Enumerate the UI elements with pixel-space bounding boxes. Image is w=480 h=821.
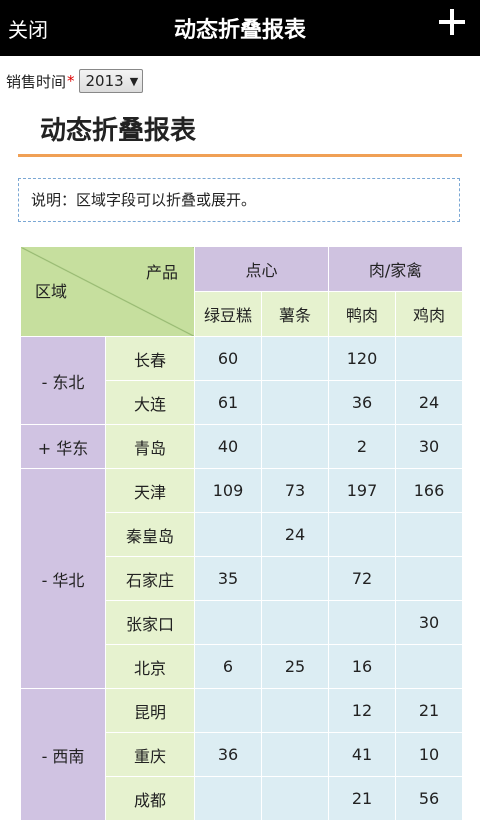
heading-divider bbox=[18, 154, 462, 157]
group-header-meat-poultry: 肉/家禽 bbox=[328, 246, 464, 292]
value-cell: 60 bbox=[194, 336, 262, 381]
city-cell: 青岛 bbox=[105, 424, 195, 469]
required-mark: * bbox=[67, 72, 75, 90]
region-toggle-southwest[interactable]: - 西南 bbox=[20, 688, 106, 821]
value-cell: 21 bbox=[395, 688, 464, 733]
region-toggle-northeast[interactable]: - 东北 bbox=[20, 336, 106, 425]
dropdown-arrow-icon: ▼ bbox=[129, 74, 139, 88]
table-row: - 西南 昆明 12 21 bbox=[20, 688, 464, 821]
city-cell: 石家庄 bbox=[105, 556, 195, 601]
value-cell bbox=[260, 380, 330, 425]
city-cell: 重庆 bbox=[105, 732, 195, 777]
plus-icon[interactable] bbox=[438, 8, 466, 36]
page-title: 动态折叠报表 bbox=[173, 18, 306, 43]
city-cell: 昆明 bbox=[105, 688, 195, 733]
value-cell bbox=[260, 688, 330, 733]
value-cell bbox=[260, 600, 330, 645]
city-cell: 张家口 bbox=[105, 600, 195, 645]
table-row: - 东北 长春 60 120 bbox=[20, 336, 464, 425]
table-row: - 华北 天津 109 73 197 166 bbox=[20, 468, 464, 689]
product-header: 鸭肉 bbox=[328, 291, 397, 337]
value-cell: 35 bbox=[194, 556, 262, 601]
report-heading: 动态折叠报表 bbox=[40, 116, 197, 146]
sales-time-filter: 销售时间 * 2013 ▼ bbox=[6, 68, 143, 94]
city-cell: 秦皇岛 bbox=[105, 512, 195, 557]
city-cell: 北京 bbox=[105, 644, 195, 689]
product-header: 薯条 bbox=[260, 291, 330, 337]
value-cell: 72 bbox=[328, 556, 397, 601]
product-header: 鸡肉 bbox=[395, 291, 464, 337]
value-cell: 109 bbox=[194, 468, 262, 513]
value-cell bbox=[260, 776, 330, 821]
value-cell: 61 bbox=[194, 380, 262, 425]
region-toggle-north[interactable]: - 华北 bbox=[20, 468, 106, 689]
year-select[interactable]: 2013 ▼ bbox=[78, 69, 143, 93]
value-cell bbox=[395, 512, 464, 557]
close-button[interactable]: 关闭 bbox=[8, 18, 48, 42]
value-cell bbox=[395, 644, 464, 689]
value-cell: 36 bbox=[194, 732, 262, 777]
city-cell: 长春 bbox=[105, 336, 195, 381]
value-cell bbox=[194, 512, 262, 557]
value-cell: 10 bbox=[395, 732, 464, 777]
value-cell: 36 bbox=[328, 380, 397, 425]
value-cell bbox=[194, 776, 262, 821]
value-cell: 25 bbox=[260, 644, 330, 689]
table-row: 重庆 36 41 10 bbox=[21, 732, 464, 777]
value-cell: 12 bbox=[328, 688, 397, 733]
value-cell bbox=[194, 688, 262, 733]
value-cell: 73 bbox=[260, 468, 330, 513]
value-cell: 30 bbox=[395, 424, 464, 469]
table-row: 秦皇岛 24 bbox=[21, 512, 464, 557]
corner-product-label: 产品 bbox=[145, 263, 178, 282]
value-cell: 24 bbox=[395, 380, 464, 425]
filter-label: 销售时间 bbox=[6, 72, 67, 91]
value-cell bbox=[260, 336, 330, 381]
value-cell: 6 bbox=[194, 644, 262, 689]
city-cell: 大连 bbox=[105, 380, 195, 425]
city-cell: 成都 bbox=[105, 776, 195, 821]
value-cell bbox=[328, 512, 397, 557]
value-cell: 2 bbox=[328, 424, 397, 469]
instruction-note: 说明：区域字段可以折叠或展开。 bbox=[18, 178, 460, 222]
city-cell: 天津 bbox=[105, 468, 195, 513]
value-cell bbox=[194, 600, 262, 645]
value-cell: 56 bbox=[395, 776, 464, 821]
value-cell: 16 bbox=[328, 644, 397, 689]
product-header: 绿豆糕 bbox=[194, 291, 262, 337]
value-cell bbox=[260, 732, 330, 777]
value-cell bbox=[260, 424, 330, 469]
value-cell: 21 bbox=[328, 776, 397, 821]
report-table: 产品 区域 点心 肉/家禽 绿豆糕 薯条 鸭肉 鸡肉 - 东北 长春 60 12… bbox=[20, 246, 464, 821]
value-cell: 166 bbox=[395, 468, 464, 513]
region-toggle-east[interactable]: + 华东 bbox=[20, 424, 106, 469]
group-header-snacks: 点心 bbox=[193, 246, 330, 292]
value-cell: 197 bbox=[328, 468, 397, 513]
table-row: 石家庄 35 72 bbox=[21, 556, 464, 601]
value-cell: 30 bbox=[395, 600, 464, 645]
value-cell: 24 bbox=[260, 512, 330, 557]
value-cell bbox=[395, 336, 464, 381]
corner-header: 产品 区域 bbox=[20, 246, 195, 337]
top-bar: 关闭 动态折叠报表 bbox=[0, 0, 480, 56]
value-cell: 120 bbox=[328, 336, 397, 381]
value-cell bbox=[328, 600, 397, 645]
table-row: 张家口 30 bbox=[21, 600, 464, 645]
value-cell: 41 bbox=[328, 732, 397, 777]
table-row: + 华东 青岛 40 2 30 bbox=[20, 424, 464, 469]
value-cell bbox=[260, 556, 330, 601]
value-cell: 40 bbox=[194, 424, 262, 469]
value-cell bbox=[395, 556, 464, 601]
corner-region-label: 区域 bbox=[35, 282, 68, 301]
year-select-value: 2013 bbox=[85, 72, 124, 90]
table-row: 北京 6 25 16 bbox=[21, 644, 464, 689]
table-row: 大连 61 36 24 bbox=[21, 380, 464, 425]
